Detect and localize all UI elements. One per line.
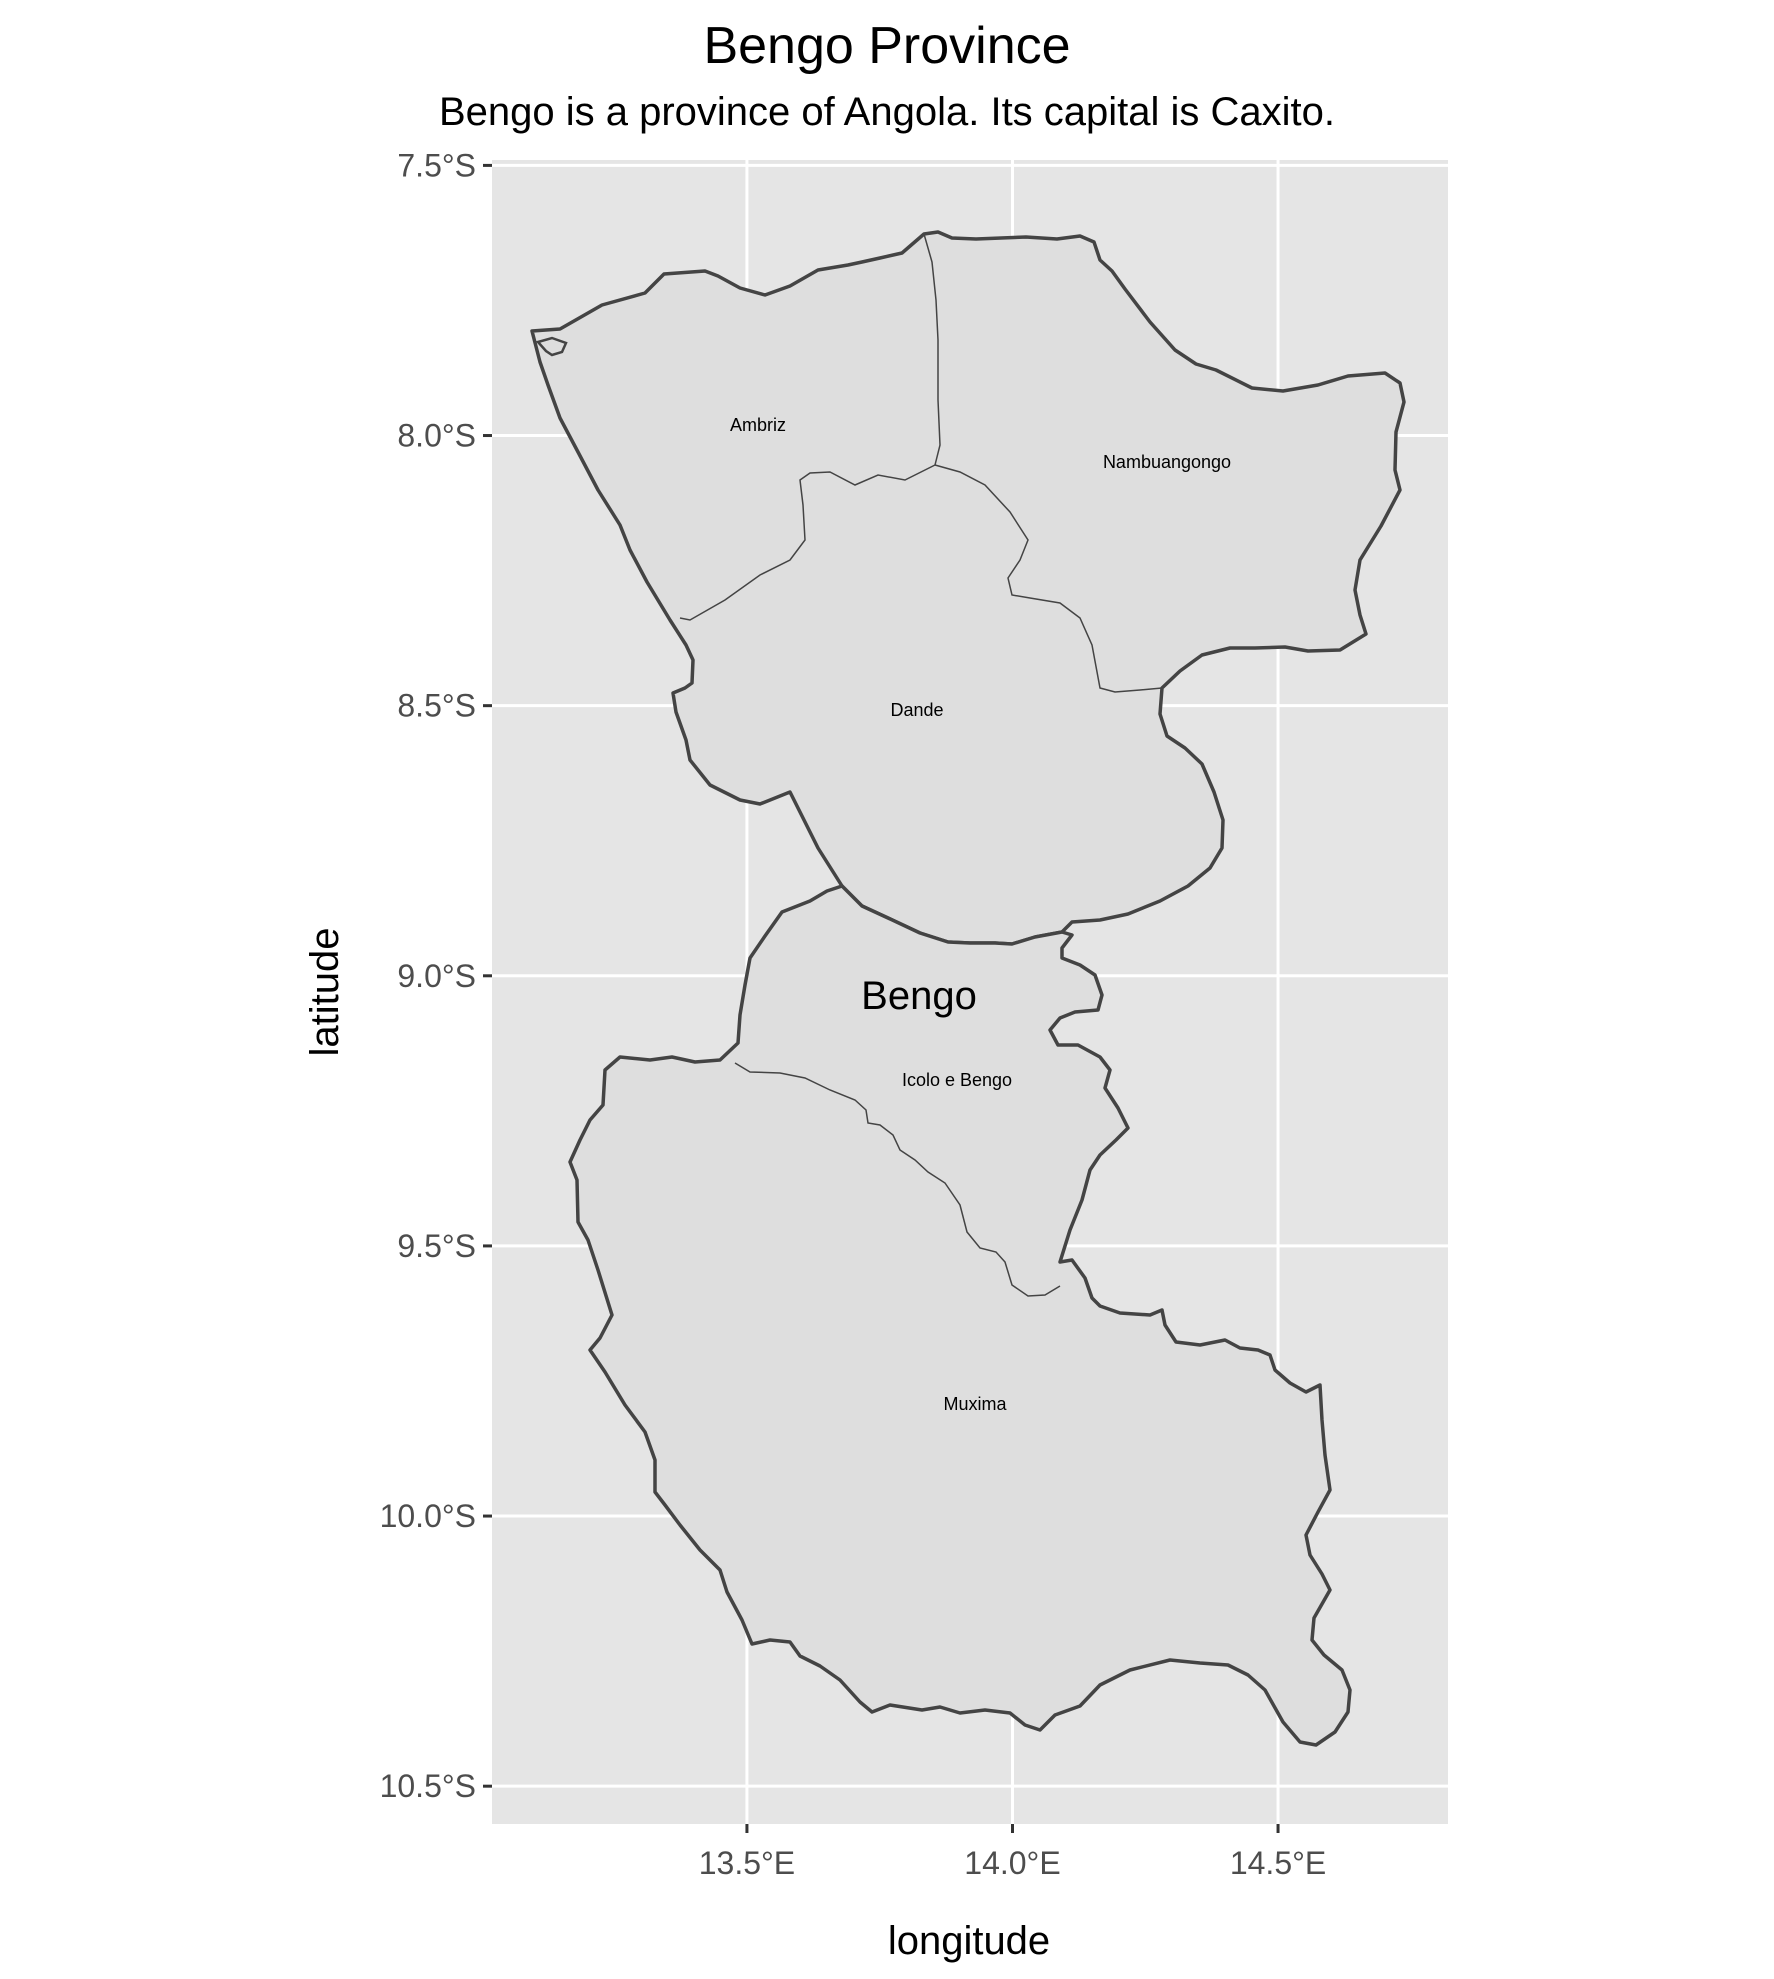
x-tick-label: 13.5°E (699, 1845, 795, 1881)
municipality-label-nambuangongo: Nambuangongo (1103, 452, 1231, 472)
y-tick-label: 10.0°S (380, 1498, 476, 1534)
axes: 13.5°E 14.0°E 14.5°E 7.5°S 8.0°S 8.5°S 9.0°S 9.… (380, 147, 1327, 1881)
y-tick-label: 9.5°S (397, 1228, 476, 1264)
x-tick-label: 14.0°E (964, 1845, 1060, 1881)
coastal-island (535, 336, 568, 357)
border-ambriz-dande (679, 464, 936, 621)
y-tick-label: 8.5°S (397, 688, 476, 724)
region-south-outline (568, 884, 1352, 1747)
map-title: Bengo Province (703, 17, 1071, 75)
municipality-label-muxima: Muxima (943, 1394, 1007, 1414)
border-nambuangongo-dande (934, 464, 1163, 693)
x-axis-title: longitude (888, 1919, 1050, 1963)
province-label: Bengo (861, 974, 977, 1018)
municipality-label-dande: Dande (890, 700, 943, 720)
y-axis-title: latitude (303, 928, 347, 1057)
y-tick-label: 9.0°S (397, 958, 476, 994)
region-north-outline (530, 230, 1406, 946)
y-tick-label: 7.5°S (397, 147, 476, 183)
province-regions (530, 230, 1406, 1747)
map-subtitle: Bengo is a province of Angola. Its capit… (438, 90, 1336, 134)
municipality-label-icolo-e-bengo: Icolo e Bengo (902, 1070, 1012, 1090)
municipality-label-ambriz: Ambriz (730, 415, 786, 435)
y-tick-label: 8.0°S (397, 418, 476, 454)
border-icolo-muxima (734, 1062, 1061, 1297)
map-labels: Bengo Ambriz Nambuangongo Dande Icolo e … (730, 415, 1231, 1414)
border-ambriz-nambuangongo (923, 233, 941, 466)
y-tick-label: 10.5°S (380, 1768, 476, 1804)
x-tick-label: 14.5°E (1230, 1845, 1326, 1881)
